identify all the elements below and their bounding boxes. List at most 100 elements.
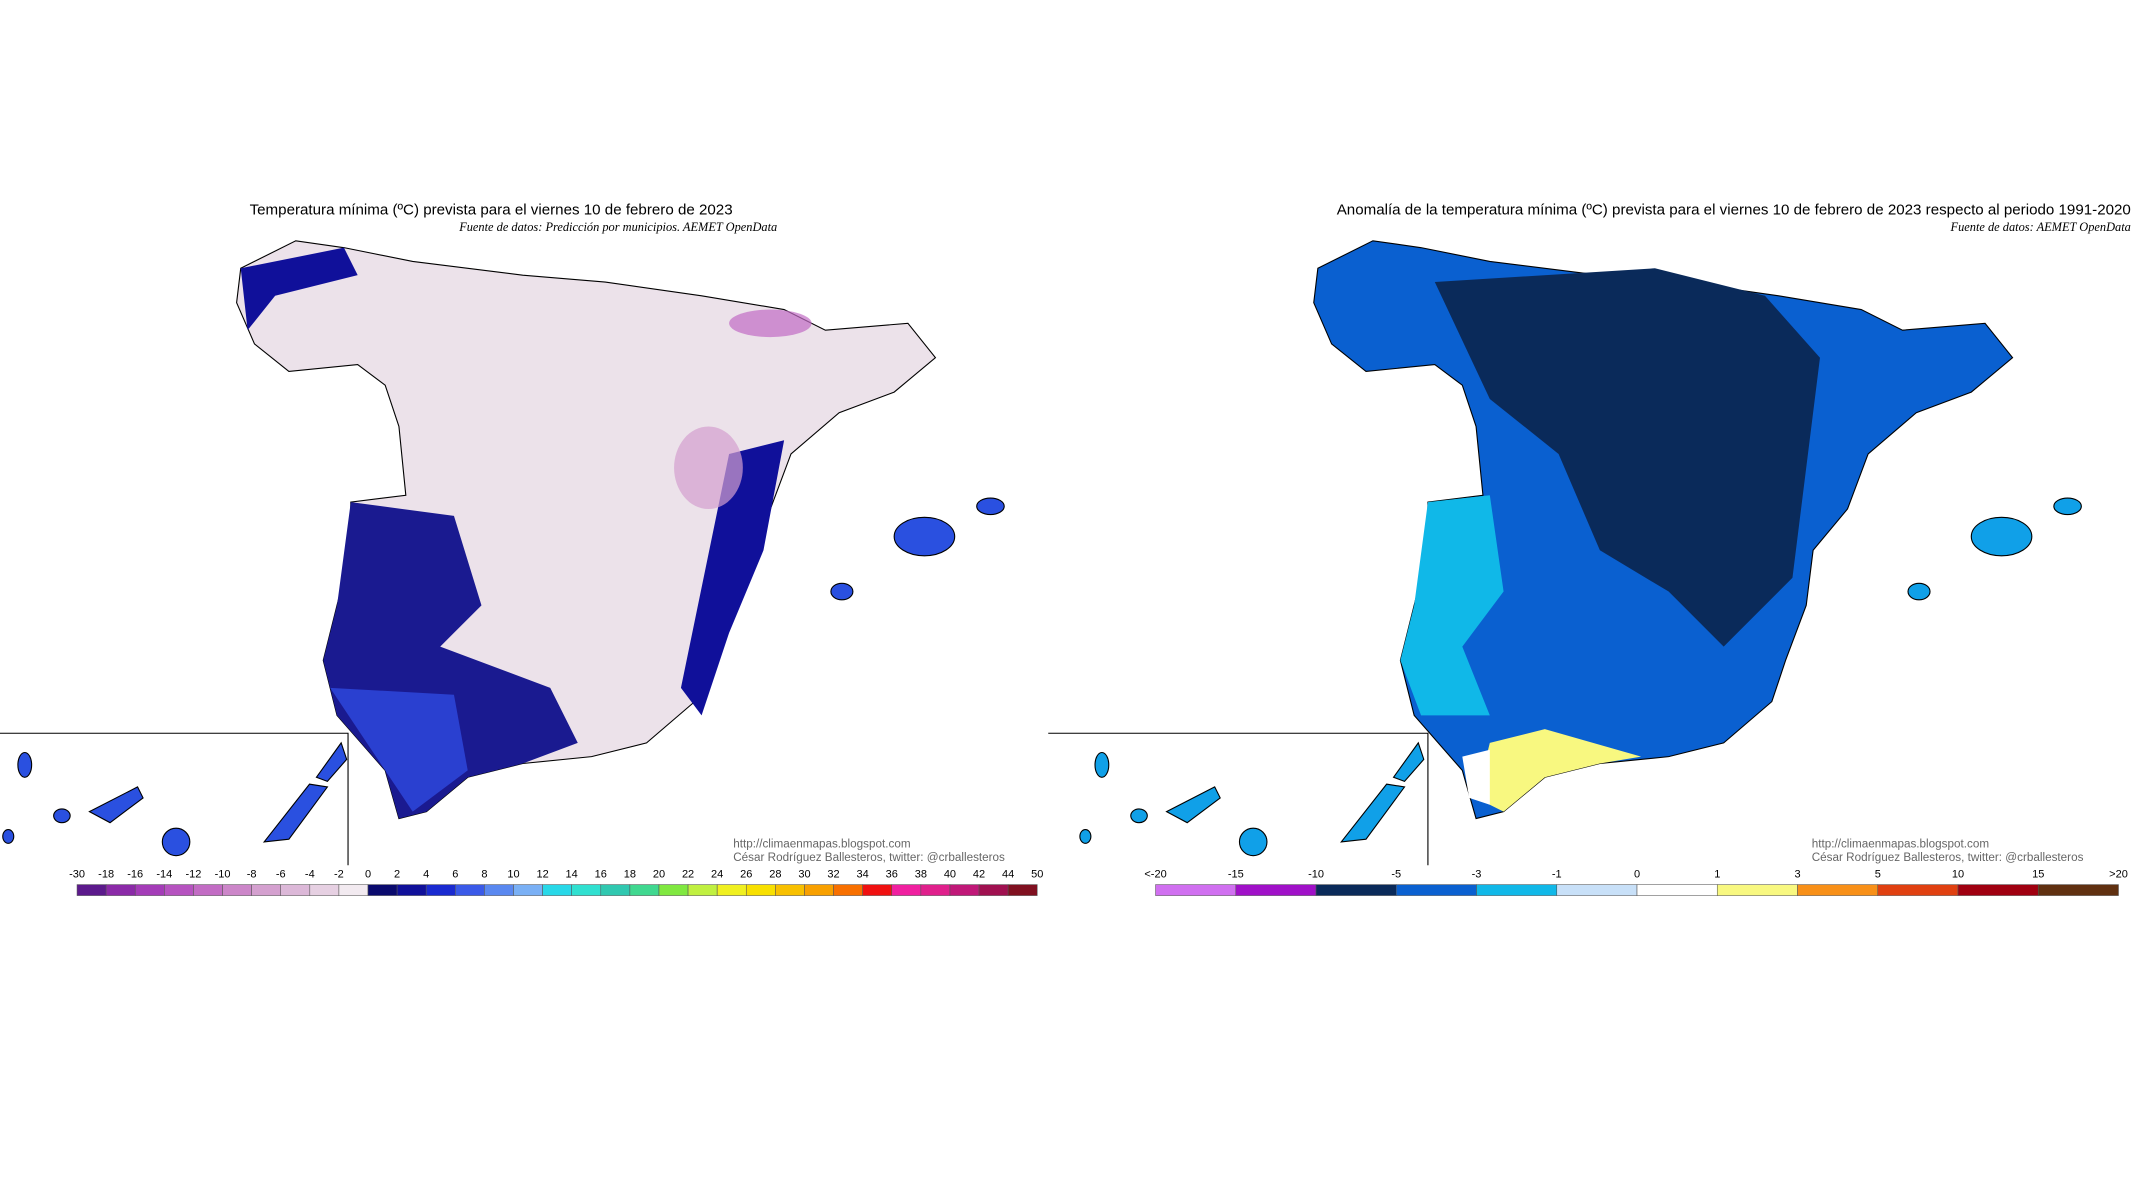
legend-label: 42 bbox=[973, 869, 985, 881]
legend-swatch bbox=[193, 884, 223, 896]
legend-label: 0 bbox=[1634, 869, 1640, 881]
legend-label: 40 bbox=[944, 869, 956, 881]
legend-label: 36 bbox=[886, 869, 898, 881]
legend-swatch bbox=[484, 884, 514, 896]
credit-author: César Rodríguez Ballesteros, twitter: @c… bbox=[1812, 851, 2084, 864]
title: Anomalía de la temperatura mínima (ºC) p… bbox=[1337, 202, 2131, 219]
legend-swatch bbox=[455, 884, 485, 896]
legend-label: -30 bbox=[69, 869, 85, 881]
legend-swatch bbox=[1957, 884, 2039, 896]
source: Fuente de datos: Predicción por municipi… bbox=[458, 220, 777, 234]
legend-swatch bbox=[629, 884, 660, 896]
legend-label: 8 bbox=[481, 869, 487, 881]
legend-label: 28 bbox=[769, 869, 781, 881]
legend-label: 1 bbox=[1714, 869, 1720, 881]
legend-swatch bbox=[658, 884, 689, 896]
legend-swatch bbox=[804, 884, 834, 896]
credit-url: http://climaenmapas.blogspot.com bbox=[733, 837, 910, 850]
legend-label: 15 bbox=[2032, 869, 2044, 881]
legend-label: -12 bbox=[185, 869, 201, 881]
legend-label: 3 bbox=[1794, 869, 1800, 881]
legend-swatch bbox=[222, 884, 252, 896]
legend-label: 4 bbox=[423, 869, 429, 881]
legend-swatch bbox=[309, 884, 340, 896]
legend-swatch bbox=[542, 884, 572, 896]
map-left bbox=[0, 240, 1005, 866]
credit-url: http://climaenmapas.blogspot.com bbox=[1812, 837, 1989, 850]
legend-label: 5 bbox=[1875, 869, 1881, 881]
legend-label: 38 bbox=[915, 869, 927, 881]
legend-label: 20 bbox=[653, 869, 665, 881]
legend-label: -1 bbox=[1552, 869, 1562, 881]
legend-swatch bbox=[1007, 884, 1038, 896]
legend-label: 2 bbox=[394, 869, 400, 881]
legend-label: -2 bbox=[334, 869, 344, 881]
legend-swatch bbox=[1396, 884, 1477, 896]
legend-swatch bbox=[978, 884, 1009, 896]
legend-label: 12 bbox=[536, 869, 548, 881]
legend-swatch bbox=[949, 884, 980, 896]
legend-label: 30 bbox=[798, 869, 810, 881]
legend-label: 44 bbox=[1002, 869, 1014, 881]
legend-label: -10 bbox=[1308, 869, 1324, 881]
legend-label: 14 bbox=[566, 869, 578, 881]
legend-label: -8 bbox=[247, 869, 257, 881]
map-right bbox=[1048, 240, 2083, 866]
source: Fuente de datos: AEMET OpenData bbox=[1950, 220, 2131, 234]
legend-swatch bbox=[105, 884, 136, 896]
legend-label: 6 bbox=[452, 869, 458, 881]
legend-label: -5 bbox=[1391, 869, 1401, 881]
legend-swatch bbox=[1636, 884, 1718, 896]
legend-swatch bbox=[134, 884, 165, 896]
legend-swatch bbox=[2037, 884, 2119, 896]
legend-label: 16 bbox=[595, 869, 607, 881]
legend-swatch bbox=[280, 884, 311, 896]
legend-label: 18 bbox=[624, 869, 636, 881]
legend-label: -16 bbox=[127, 869, 143, 881]
legend-swatch bbox=[775, 884, 805, 896]
title: Temperatura mínima (ºC) prevista para el… bbox=[250, 202, 733, 219]
legend-label: -10 bbox=[215, 869, 231, 881]
legend-swatch bbox=[76, 884, 107, 896]
legend-swatch bbox=[862, 884, 893, 896]
legend-swatch bbox=[1155, 884, 1237, 896]
legend-label: 0 bbox=[365, 869, 371, 881]
credit-author: César Rodríguez Ballesteros, twitter: @c… bbox=[733, 851, 1005, 864]
legend-label: 10 bbox=[1952, 869, 1964, 881]
legend-swatch bbox=[687, 884, 718, 896]
legend-label: >20 bbox=[2109, 869, 2128, 881]
legend-swatch bbox=[1556, 884, 1638, 896]
legend-swatch bbox=[571, 884, 602, 896]
legend-swatch bbox=[1476, 884, 1558, 896]
legend-swatch bbox=[920, 884, 951, 896]
legend-label: 10 bbox=[507, 869, 519, 881]
legend-label: 34 bbox=[857, 869, 869, 881]
legend-swatch bbox=[833, 884, 863, 896]
legend-swatch bbox=[745, 884, 776, 896]
legend-label: 32 bbox=[827, 869, 839, 881]
legend-label: -4 bbox=[305, 869, 315, 881]
legend-swatch bbox=[338, 884, 369, 896]
legend-swatch bbox=[251, 884, 281, 896]
legend-label: 24 bbox=[711, 869, 723, 881]
legend-swatch bbox=[367, 884, 398, 896]
legend-label: -14 bbox=[156, 869, 172, 881]
legend-label: -15 bbox=[1228, 869, 1244, 881]
legend-swatch bbox=[1797, 884, 1879, 896]
legend-swatch bbox=[1235, 884, 1317, 896]
legend-swatch bbox=[1716, 884, 1798, 896]
legend-swatch bbox=[600, 884, 631, 896]
legend-swatch bbox=[716, 884, 747, 896]
legend-label: 26 bbox=[740, 869, 752, 881]
legend-swatch bbox=[513, 884, 543, 896]
legend-swatch bbox=[1315, 884, 1397, 896]
legend-label: 22 bbox=[682, 869, 694, 881]
legend-label: -18 bbox=[98, 869, 114, 881]
legend-swatch bbox=[396, 884, 427, 896]
legend-label: 50 bbox=[1031, 869, 1043, 881]
legend-label: -3 bbox=[1472, 869, 1482, 881]
legend-label: -6 bbox=[276, 869, 286, 881]
legend-swatch bbox=[1877, 884, 1959, 896]
